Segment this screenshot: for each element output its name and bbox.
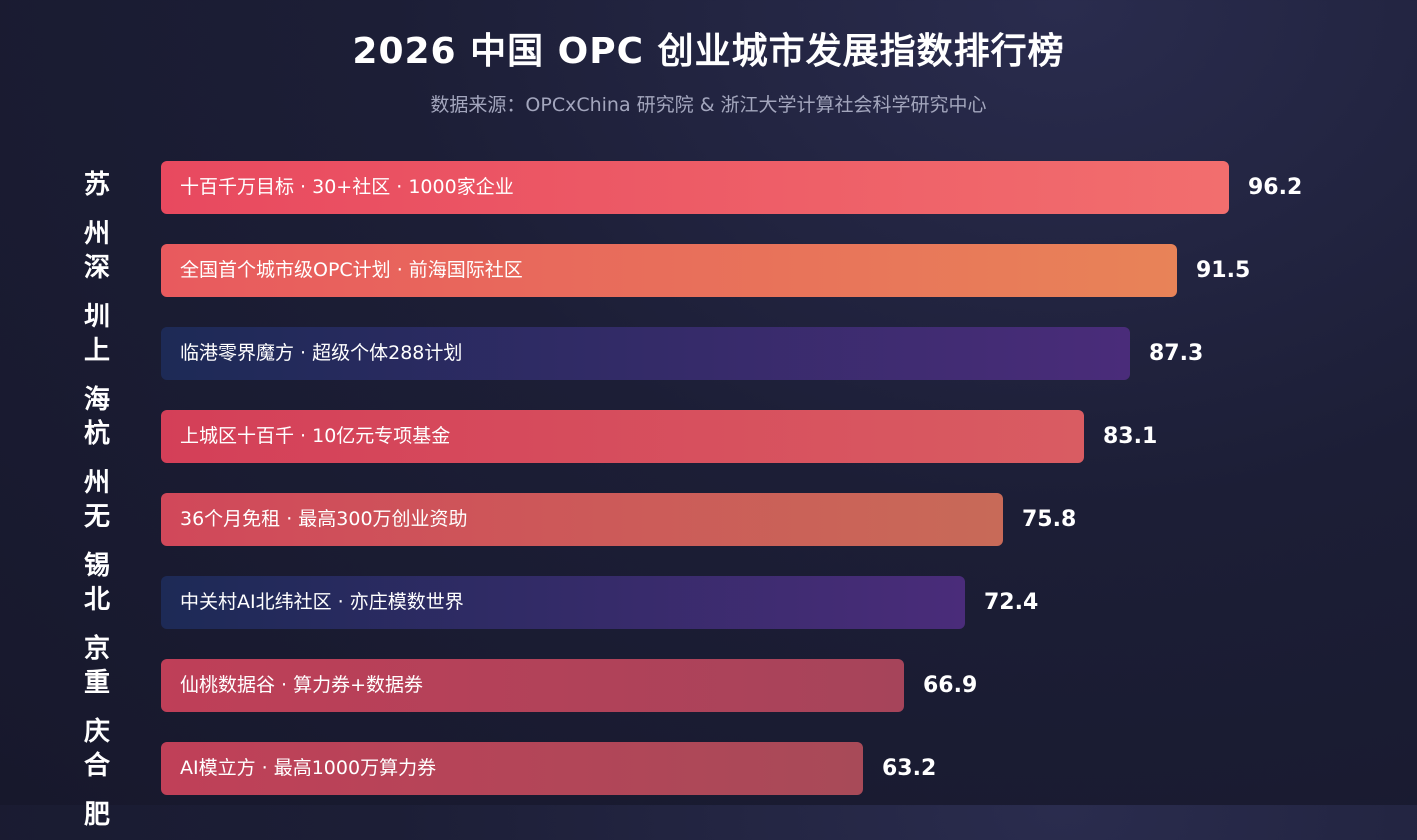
category-label: 杭州 <box>84 419 111 498</box>
bar-description: 中关村AI北纬社区 · 亦庄模数世界 <box>180 591 464 613</box>
category-label: 重庆 <box>84 668 111 747</box>
ranking-bar-chart: 苏州 十百千万目标 · 30+社区 · 1000家企业 96.2 深圳 全国首个城市级O… <box>84 161 1303 830</box>
category-label: 上海 <box>84 336 111 415</box>
bar: AI模立方 · 最高1000万算力券 <box>161 742 863 795</box>
bar-description: AI模立方 · 最高1000万算力券 <box>180 757 437 779</box>
category-label: 苏州 <box>84 170 111 249</box>
chart-title: 2026 中国 OPC 创业城市发展指数排行榜 <box>352 31 1065 72</box>
value-label: 63.2 <box>882 756 937 781</box>
category-label: 北京 <box>84 585 111 664</box>
value-label: 87.3 <box>1149 341 1204 366</box>
bar: 临港零界魔方 · 超级个体288计划 <box>161 327 1130 380</box>
bar: 十百千万目标 · 30+社区 · 1000家企业 <box>161 161 1229 214</box>
value-label: 91.5 <box>1196 258 1251 283</box>
bar-description: 仙桃数据谷 · 算力券+数据券 <box>180 674 424 696</box>
bar: 中关村AI北纬社区 · 亦庄模数世界 <box>161 576 965 629</box>
bar-description: 十百千万目标 · 30+社区 · 1000家企业 <box>180 176 514 198</box>
bar-description: 临港零界魔方 · 超级个体288计划 <box>180 342 463 364</box>
value-label: 83.1 <box>1103 424 1158 449</box>
category-label: 无锡 <box>84 502 111 581</box>
value-label: 66.9 <box>923 673 978 698</box>
data-source: 数据来源：OPCxChina 研究院 & 浙江大学计算社会科学研究中心 <box>430 94 987 116</box>
bar-description: 全国首个城市级OPC计划 · 前海国际社区 <box>180 259 523 281</box>
category-label: 深圳 <box>84 253 111 332</box>
category-label: 合肥 <box>84 751 111 830</box>
bar: 全国首个城市级OPC计划 · 前海国际社区 <box>161 244 1177 297</box>
bar: 仙桃数据谷 · 算力券+数据券 <box>161 659 904 712</box>
value-label: 75.8 <box>1022 507 1077 532</box>
bar: 36个月免租 · 最高300万创业资助 <box>161 493 1003 546</box>
value-label: 96.2 <box>1248 175 1303 200</box>
value-label: 72.4 <box>984 590 1039 615</box>
bar-description: 36个月免租 · 最高300万创业资助 <box>180 508 468 530</box>
bar-description: 上城区十百千 · 10亿元专项基金 <box>180 425 451 447</box>
bar: 上城区十百千 · 10亿元专项基金 <box>161 410 1084 463</box>
